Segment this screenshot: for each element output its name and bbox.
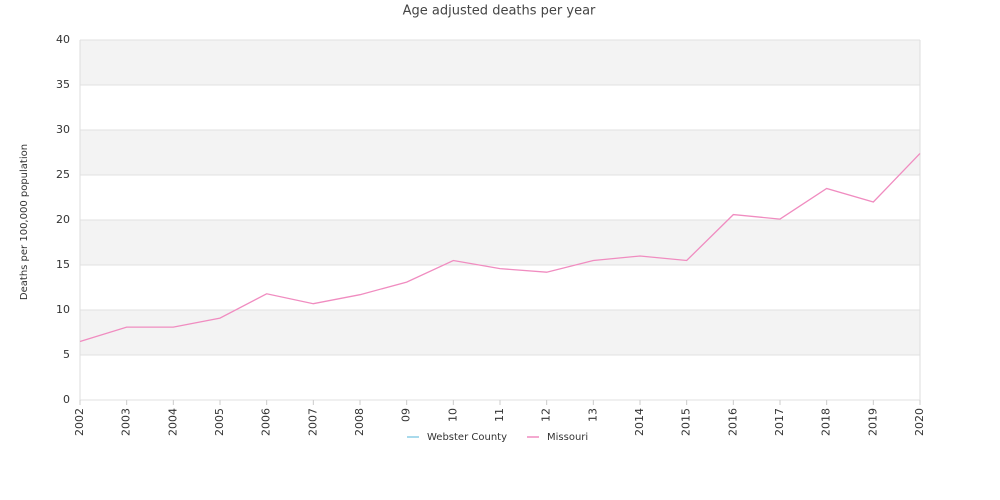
grid-band xyxy=(80,40,920,85)
x-tick-label: 2002 xyxy=(73,408,86,436)
x-tick-label: 2015 xyxy=(680,408,693,436)
x-tick-label: 2017 xyxy=(773,408,786,436)
x-tick-label: 13 xyxy=(586,408,599,422)
grid-band xyxy=(80,220,920,265)
x-tick-label: 2016 xyxy=(726,408,739,436)
x-tick-label: 2006 xyxy=(260,408,273,436)
series-line xyxy=(79,152,921,343)
x-tick-label: 2004 xyxy=(166,408,179,436)
y-tick-label: 10 xyxy=(56,303,70,316)
y-tick-label: 5 xyxy=(63,348,70,361)
y-tick-label: 25 xyxy=(56,168,70,181)
x-tick-label: 2020 xyxy=(913,408,926,436)
y-tick-label: 20 xyxy=(56,213,70,226)
y-tick-label: 35 xyxy=(56,78,70,91)
x-tick-label: 11 xyxy=(493,408,506,422)
chart-title: Age adjusted deaths per year xyxy=(403,4,596,19)
grid-band xyxy=(80,130,920,175)
y-axis-label: Deaths per 100,000 population xyxy=(19,144,30,300)
x-tick-label: 2019 xyxy=(866,408,879,436)
grid-band xyxy=(80,310,920,355)
x-tick-label: 10 xyxy=(446,408,459,422)
y-tick-label: 0 xyxy=(63,393,70,406)
y-tick-label: 30 xyxy=(56,123,70,136)
legend-label: Webster County xyxy=(427,432,507,443)
legend-label: Missouri xyxy=(547,432,588,443)
x-tick-label: 2014 xyxy=(633,408,646,436)
x-tick-label: 2003 xyxy=(120,408,133,436)
x-tick-label: 09 xyxy=(400,408,413,422)
y-tick-label: 15 xyxy=(56,258,70,271)
x-tick-label: 2005 xyxy=(213,408,226,436)
y-tick-label: 40 xyxy=(56,33,70,46)
x-tick-label: 2008 xyxy=(353,408,366,436)
x-tick-label: 2007 xyxy=(306,408,319,436)
x-tick-label: 2018 xyxy=(820,408,833,436)
x-tick-label: 12 xyxy=(540,408,553,422)
